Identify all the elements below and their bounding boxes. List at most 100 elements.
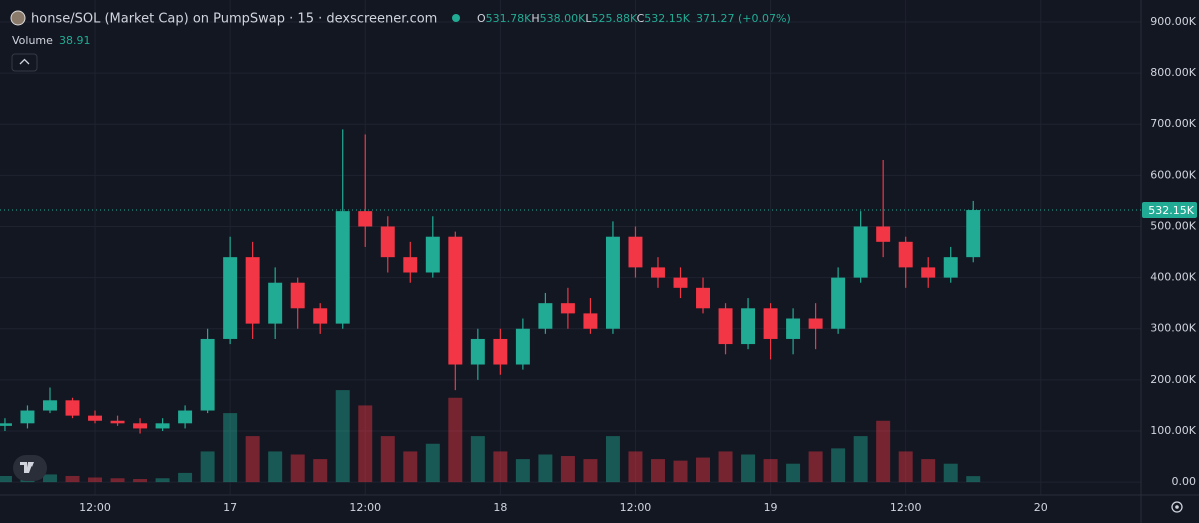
candle-body [133, 423, 148, 429]
volume-bar [538, 454, 553, 483]
volume-bar [403, 451, 418, 483]
candle-body [448, 236, 463, 365]
y-tick-label: 200.00K [1150, 373, 1196, 386]
candle-body [110, 420, 125, 424]
candle-body [876, 226, 891, 242]
ohlc-value: 525.88K [592, 12, 638, 25]
axes: 0.00 100.00K 200.00K 300.00K 400.00K 500.00K 6… [0, 15, 1197, 514]
volume-label: Volume [12, 34, 53, 47]
candle-body [786, 318, 801, 339]
last-price-label: 532.15K [1148, 204, 1194, 217]
volume-bar [290, 454, 305, 483]
candle-body [808, 318, 823, 329]
candle-body [898, 241, 913, 268]
volume-bar [313, 459, 328, 483]
volume-bar [223, 413, 238, 483]
volume-bar [0, 475, 12, 483]
y-tick-label: 600.00K [1150, 168, 1196, 181]
candle-body [583, 313, 598, 329]
candle-body [200, 338, 215, 411]
volume-bar [741, 454, 756, 483]
volume-bar [808, 451, 823, 483]
y-tick-label: 300.00K [1150, 322, 1196, 335]
volume-bar [380, 436, 395, 483]
volume-bar [876, 420, 891, 483]
volume-value: 38.91 [59, 34, 91, 47]
ohlc-key: H [531, 12, 539, 25]
candle-body [538, 303, 553, 329]
candle-body [245, 257, 260, 324]
candle-body [966, 210, 981, 258]
volume-bar [921, 459, 936, 483]
candle-body [268, 282, 283, 324]
candle-body [290, 282, 305, 309]
candle-body [470, 338, 485, 365]
candle-body [763, 308, 778, 339]
volume-bar [493, 451, 508, 483]
ohlc-key: L [585, 12, 592, 25]
candle-body [403, 257, 418, 273]
volume-bar [786, 463, 801, 483]
candle-body [921, 267, 936, 278]
volume-bar [200, 451, 215, 483]
candle-body [651, 267, 665, 278]
volume-bar [88, 477, 103, 483]
candles [0, 129, 981, 434]
settings-icon[interactable] [1171, 501, 1183, 513]
volume-bar [335, 390, 350, 483]
volume-bar [65, 475, 80, 483]
y-tick-label: 900.00K [1150, 15, 1196, 28]
candle-body [0, 423, 12, 426]
volume-bar [178, 472, 193, 483]
candle-body [65, 400, 80, 416]
volume-bar [605, 436, 620, 483]
volume-bar [515, 459, 530, 483]
collapse-button[interactable] [11, 53, 38, 72]
volume-bar [628, 451, 643, 483]
volume-bar [448, 397, 463, 483]
x-tick-label: 19 [764, 501, 778, 514]
ohlc-legend: O531.78KH538.00KL525.88KC532.15K 371.27 (… [477, 12, 791, 25]
candle-body [605, 236, 620, 329]
volume-bar [268, 451, 283, 483]
ohlc-value: 532.15K [644, 12, 690, 25]
x-tick-label: 17 [223, 501, 237, 514]
tv-logo-mark [20, 462, 34, 473]
change: 371.27 (+0.07%) [696, 12, 791, 25]
volume-bar [560, 456, 575, 483]
x-tick-label: 12:00 [79, 501, 111, 514]
token-icon [10, 10, 26, 26]
candle-body [335, 211, 350, 324]
y-tick-label: 500.00K [1150, 219, 1196, 232]
volume-bar [718, 451, 733, 483]
ohlc-key: C [637, 12, 645, 25]
x-tick-label: 20 [1034, 501, 1048, 514]
status-dot [452, 14, 460, 22]
candle-body [673, 277, 688, 288]
last-price-box [1142, 202, 1197, 219]
candle-body [853, 226, 868, 278]
volume-bar [831, 448, 846, 483]
candle-body [43, 400, 57, 411]
candle-body [20, 410, 35, 424]
x-tick-label: 12:00 [620, 501, 652, 514]
x-tick-label: 18 [493, 501, 507, 514]
y-tick-label: 400.00K [1150, 271, 1196, 284]
candle-body [155, 423, 170, 429]
candle-body [718, 308, 733, 345]
candle-body [380, 226, 395, 258]
volume-bar [673, 460, 688, 483]
volume-bar [853, 436, 868, 483]
candle-body [493, 338, 508, 365]
candle-body [696, 287, 711, 309]
volume-bar [763, 459, 778, 483]
volume-bar [133, 479, 148, 483]
volume-pane [0, 390, 981, 483]
volume-bar [943, 463, 958, 483]
volume-bar [898, 451, 913, 483]
y-tick-label: 800.00K [1150, 66, 1196, 79]
volume-bar [43, 474, 57, 483]
candle-body [515, 328, 530, 365]
